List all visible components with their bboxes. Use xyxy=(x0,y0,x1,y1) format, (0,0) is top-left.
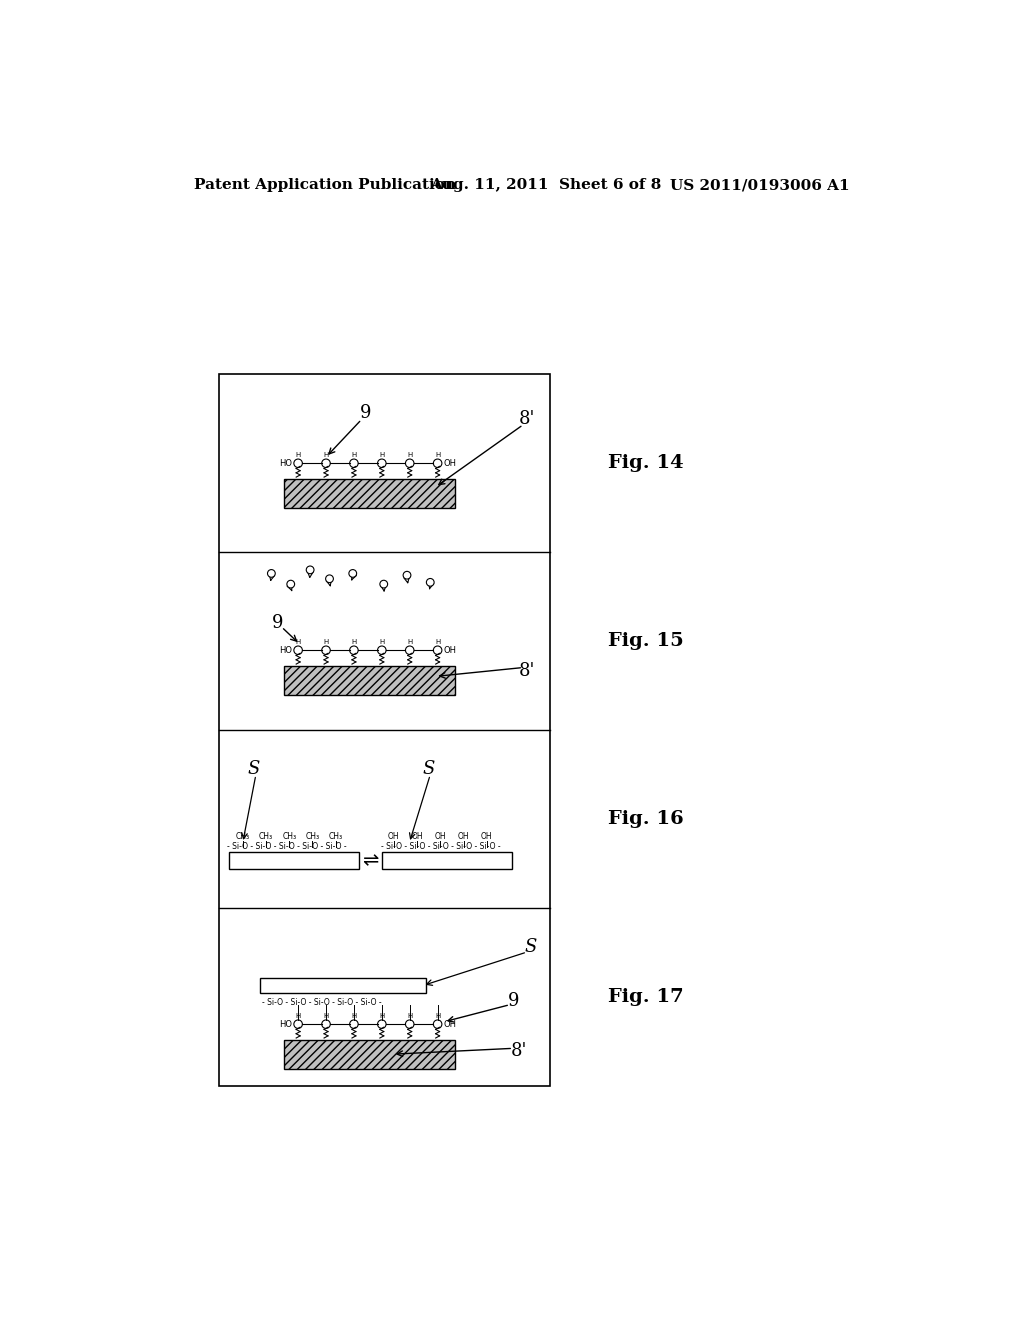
Bar xyxy=(382,853,512,869)
Text: Fig. 15: Fig. 15 xyxy=(608,632,684,649)
Circle shape xyxy=(326,576,334,582)
Text: Fig. 14: Fig. 14 xyxy=(608,454,684,473)
Text: H: H xyxy=(379,639,384,645)
Text: H: H xyxy=(435,1014,440,1019)
Text: CH₃: CH₃ xyxy=(283,832,296,841)
Text: CH₃: CH₃ xyxy=(236,832,250,841)
Circle shape xyxy=(322,645,331,655)
Text: H: H xyxy=(379,453,384,458)
Bar xyxy=(285,479,455,508)
Text: H: H xyxy=(351,453,356,458)
Circle shape xyxy=(378,1020,386,1028)
Bar xyxy=(285,1040,455,1069)
Text: H: H xyxy=(296,453,301,458)
Circle shape xyxy=(378,459,386,467)
Circle shape xyxy=(294,645,302,655)
Circle shape xyxy=(406,1020,414,1028)
Text: 8': 8' xyxy=(519,663,536,680)
Circle shape xyxy=(349,645,358,655)
Text: 9: 9 xyxy=(271,614,284,632)
Text: S: S xyxy=(423,760,435,779)
Circle shape xyxy=(306,566,314,574)
Bar xyxy=(219,374,550,1086)
Text: CH₃: CH₃ xyxy=(329,832,343,841)
Text: CH₃: CH₃ xyxy=(259,832,273,841)
Text: 8': 8' xyxy=(519,409,536,428)
Bar xyxy=(228,853,359,869)
Text: US 2011/0193006 A1: US 2011/0193006 A1 xyxy=(671,178,850,193)
Text: H: H xyxy=(379,1014,384,1019)
Text: 9: 9 xyxy=(508,991,519,1010)
Text: OH: OH xyxy=(412,832,423,841)
Text: CH₃: CH₃ xyxy=(305,832,319,841)
Text: OH: OH xyxy=(388,832,399,841)
Text: 8': 8' xyxy=(511,1041,527,1060)
Text: S: S xyxy=(248,760,260,779)
Circle shape xyxy=(433,459,442,467)
Text: Fig. 16: Fig. 16 xyxy=(608,810,684,828)
Text: OH: OH xyxy=(443,459,457,467)
Text: HO: HO xyxy=(280,459,292,467)
Circle shape xyxy=(433,1020,442,1028)
Text: H: H xyxy=(408,639,413,645)
Circle shape xyxy=(433,645,442,655)
Text: ⇌: ⇌ xyxy=(362,851,379,870)
Circle shape xyxy=(406,645,414,655)
Circle shape xyxy=(403,572,411,579)
Bar xyxy=(285,665,455,694)
Circle shape xyxy=(349,1020,358,1028)
Text: H: H xyxy=(435,453,440,458)
Text: H: H xyxy=(408,453,413,458)
Circle shape xyxy=(349,459,358,467)
Text: H: H xyxy=(351,1014,356,1019)
Circle shape xyxy=(426,578,434,586)
Text: HO: HO xyxy=(280,1019,292,1028)
Text: H: H xyxy=(296,1014,301,1019)
Text: 9: 9 xyxy=(359,404,372,422)
Text: H: H xyxy=(296,639,301,645)
Text: - Si-O - Si-O - Si-O - Si-O - Si-O -: - Si-O - Si-O - Si-O - Si-O - Si-O - xyxy=(262,998,382,1007)
Circle shape xyxy=(294,1020,302,1028)
Text: HO: HO xyxy=(280,645,292,655)
Text: Aug. 11, 2011  Sheet 6 of 8: Aug. 11, 2011 Sheet 6 of 8 xyxy=(430,178,662,193)
Text: H: H xyxy=(435,639,440,645)
Circle shape xyxy=(294,459,302,467)
Circle shape xyxy=(349,570,356,577)
Circle shape xyxy=(378,645,386,655)
Text: H: H xyxy=(324,453,329,458)
Text: OH: OH xyxy=(443,645,457,655)
Text: H: H xyxy=(324,1014,329,1019)
Circle shape xyxy=(267,570,275,577)
Text: H: H xyxy=(324,639,329,645)
Text: Patent Application Publication: Patent Application Publication xyxy=(194,178,456,193)
Text: - Si-O - Si-O - Si-O - Si-O - Si-O -: - Si-O - Si-O - Si-O - Si-O - Si-O - xyxy=(227,842,347,850)
Bar xyxy=(260,978,426,994)
Circle shape xyxy=(287,581,295,587)
Circle shape xyxy=(380,581,388,587)
Text: H: H xyxy=(408,1014,413,1019)
Text: OH: OH xyxy=(443,1019,457,1028)
Text: OH: OH xyxy=(458,832,469,841)
Text: - Si-O - Si-O - Si-O - Si-O - Si-O -: - Si-O - Si-O - Si-O - Si-O - Si-O - xyxy=(381,842,501,850)
Circle shape xyxy=(322,459,331,467)
Text: S: S xyxy=(525,939,538,957)
Circle shape xyxy=(322,1020,331,1028)
Circle shape xyxy=(406,459,414,467)
Text: Fig. 17: Fig. 17 xyxy=(608,989,684,1006)
Text: H: H xyxy=(351,639,356,645)
Text: OH: OH xyxy=(481,832,493,841)
Text: OH: OH xyxy=(434,832,446,841)
